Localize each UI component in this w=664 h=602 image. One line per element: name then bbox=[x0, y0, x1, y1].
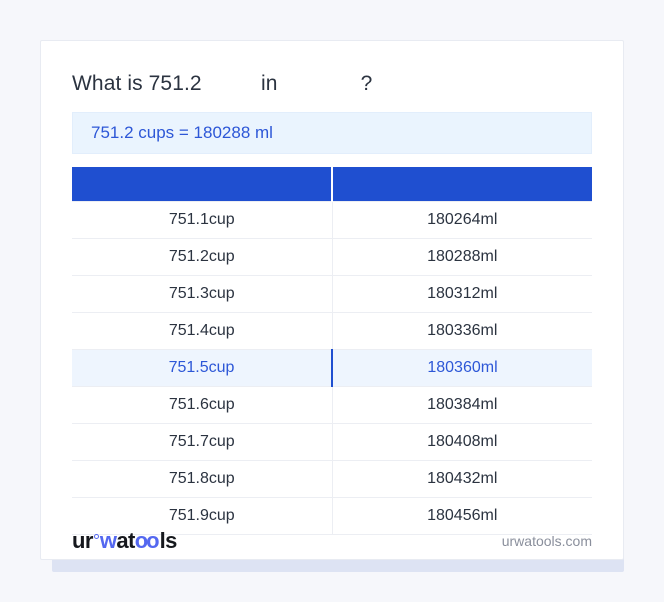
cell-to-value: 180360ml bbox=[332, 349, 592, 387]
page-title: What is 751.2 in ? bbox=[72, 72, 373, 95]
logo-part-ls: ls bbox=[159, 527, 178, 553]
cell-to-value: 180336ml bbox=[332, 312, 592, 350]
result-banner: 751.2 cups = 180288 ml bbox=[72, 112, 592, 154]
table-row[interactable]: 751.6cup 180384ml bbox=[72, 386, 592, 424]
table-row[interactable]: 751.2cup 180288ml bbox=[72, 238, 592, 276]
cell-to-value: 180456ml bbox=[332, 497, 592, 535]
cell-from-value: 751.6cup bbox=[72, 386, 333, 424]
site-url-label: urwatools.com bbox=[501, 532, 592, 549]
logo-part-ur: ur bbox=[72, 527, 93, 553]
cell-from-value: 751.1cup bbox=[72, 201, 333, 239]
table-header bbox=[72, 167, 592, 202]
cell-from-value: 751.9cup bbox=[72, 497, 333, 535]
conversion-table: 751.1cup 180264ml 751.2cup 180288ml 751.3cup… bbox=[72, 167, 592, 535]
column-header-to[interactable] bbox=[332, 167, 592, 202]
site-logo[interactable]: ur w at oo ls bbox=[72, 527, 178, 553]
table-row[interactable]: 751.3cup 180312ml bbox=[72, 275, 592, 313]
table-row[interactable]: 751.9cup 180456ml bbox=[72, 497, 592, 535]
table-header-row bbox=[72, 167, 592, 202]
card-content: What is 751.2 in ? 751.2 cups = 180288 m… bbox=[41, 41, 623, 535]
cell-from-value: 751.2cup bbox=[72, 238, 333, 276]
cell-from-value: 751.8cup bbox=[72, 460, 333, 498]
column-header-from[interactable] bbox=[72, 167, 333, 202]
cell-to-value: 180312ml bbox=[332, 275, 592, 313]
table-body: 751.1cup 180264ml 751.2cup 180288ml 751.3cup… bbox=[72, 201, 592, 535]
cell-to-value: 180264ml bbox=[332, 201, 592, 239]
cell-to-value: 180432ml bbox=[332, 460, 592, 498]
converter-card: What is 751.2 in ? 751.2 cups = 180288 m… bbox=[40, 40, 624, 560]
table-row[interactable]: 751.7cup 180408ml bbox=[72, 423, 592, 461]
logo-glasses-oo: oo bbox=[134, 527, 160, 553]
cell-to-value: 180384ml bbox=[332, 386, 592, 424]
cell-from-value: 751.4cup bbox=[72, 312, 333, 350]
table-row[interactable]: 751.8cup 180432ml bbox=[72, 460, 592, 498]
cell-to-value: 180408ml bbox=[332, 423, 592, 461]
cell-from-value: 751.5cup bbox=[72, 349, 333, 387]
card-footer: ur w at oo ls urwatools.com bbox=[41, 522, 623, 559]
result-text: 751.2 cups = 180288 ml bbox=[91, 123, 273, 142]
table-row[interactable]: 751.5cup 180360ml bbox=[72, 349, 592, 387]
cell-from-value: 751.3cup bbox=[72, 275, 333, 313]
table-row[interactable]: 751.1cup 180264ml bbox=[72, 201, 592, 239]
circle-dot-icon bbox=[93, 533, 99, 539]
cell-from-value: 751.7cup bbox=[72, 423, 333, 461]
logo-part-at: at bbox=[116, 527, 135, 553]
logo-part-w: w bbox=[99, 527, 117, 553]
cell-to-value: 180288ml bbox=[332, 238, 592, 276]
table-row[interactable]: 751.4cup 180336ml bbox=[72, 312, 592, 350]
